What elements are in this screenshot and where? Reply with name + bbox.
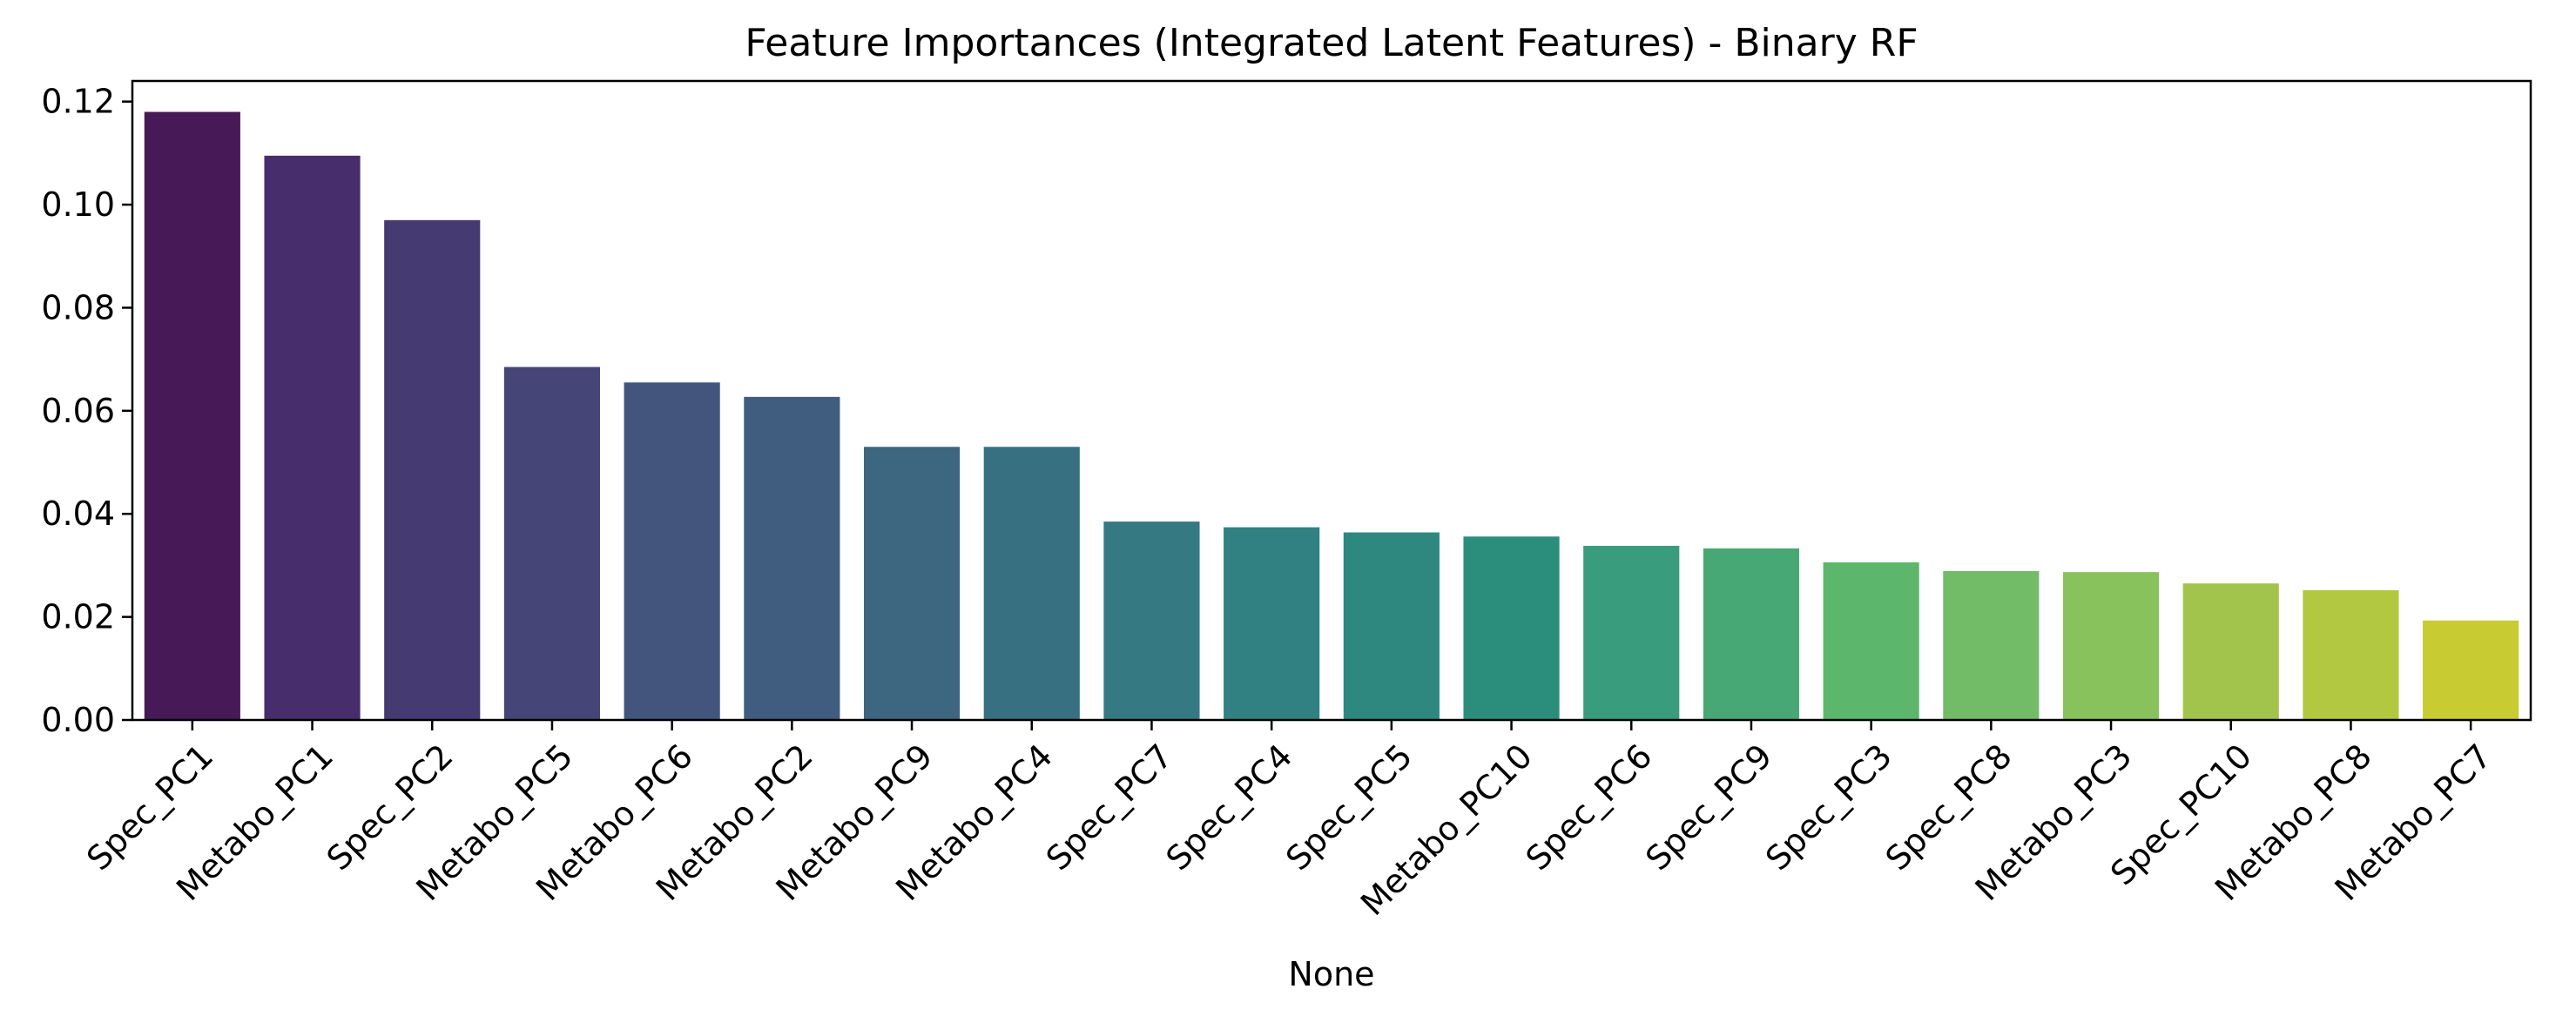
bars-group (144, 111, 2519, 721)
x-tick-label: Spec_PC6 (1519, 737, 1660, 878)
y-tick-label: 0.04 (41, 495, 115, 533)
bar-metabo-pc2 (744, 396, 840, 720)
y-tick-label: 0.12 (41, 83, 115, 121)
bar-metabo-pc7 (2423, 620, 2519, 720)
x-tick-label: Spec_PC7 (1039, 737, 1180, 878)
bar-spec-pc9 (1703, 548, 1800, 720)
bar-spec-pc8 (1943, 570, 2040, 720)
bar-spec-pc6 (1583, 545, 1680, 720)
bar-metabo-pc10 (1463, 536, 1560, 720)
x-axis-label: None (1288, 955, 1374, 993)
bar-spec-pc1 (144, 111, 240, 721)
bar-metabo-pc4 (983, 447, 1080, 720)
x-tick-label: Spec_PC3 (1758, 737, 1899, 878)
x-tick-label: Spec_PC9 (1638, 737, 1779, 878)
y-tick-label: 0.06 (41, 392, 115, 430)
chart-title: Feature Importances (Integrated Latent F… (745, 21, 1918, 65)
y-tick-label: 0.10 (41, 185, 115, 224)
bar-metabo-pc8 (2303, 589, 2399, 720)
plot-frame (131, 79, 2532, 722)
y-tick-label: 0.02 (41, 598, 115, 636)
bar-metabo-pc9 (863, 447, 961, 720)
bar-spec-pc10 (2182, 583, 2279, 720)
bar-spec-pc4 (1224, 527, 1320, 720)
bar-spec-pc3 (1823, 562, 1919, 720)
bar-metabo-pc1 (264, 155, 361, 721)
bar-metabo-pc5 (503, 367, 601, 720)
x-axis: Spec_PC1Metabo_PC1Spec_PC2Metabo_PC5Meta… (79, 720, 2499, 923)
y-tick-label: 0.08 (41, 288, 115, 326)
bar-spec-pc7 (1103, 521, 1200, 720)
x-tick-label: Spec_PC4 (1158, 737, 1299, 878)
y-axis: 0.00 0.02 0.04 0.06 0.08 0.10 0.12 (41, 83, 132, 739)
bar-metabo-pc3 (2062, 572, 2160, 720)
y-tick-label: 0.00 (41, 701, 115, 739)
bar-spec-pc5 (1343, 532, 1440, 720)
bar-spec-pc2 (384, 219, 481, 721)
bar-metabo-pc6 (624, 382, 720, 720)
